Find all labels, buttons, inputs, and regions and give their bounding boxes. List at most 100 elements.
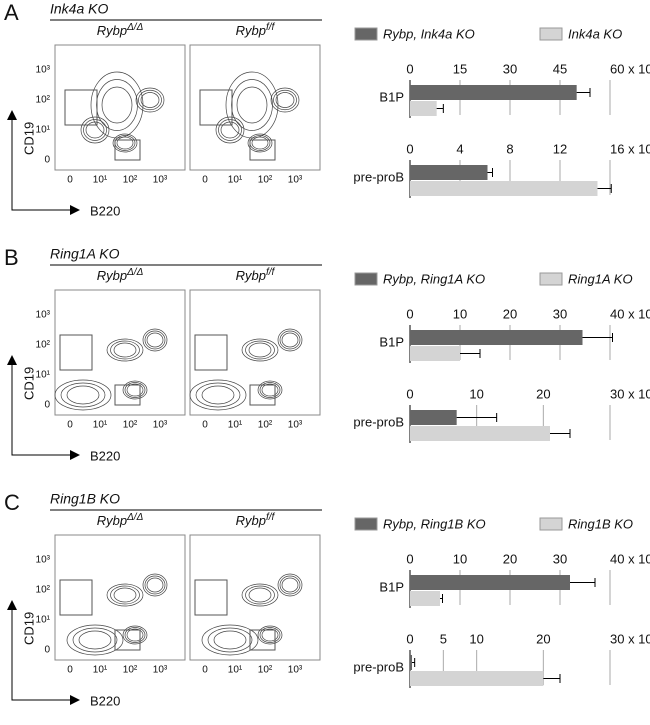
panel-title: Ring1A KO [50,246,120,262]
x-tick-label: 40 x 10³ [610,306,650,321]
contour [114,135,136,151]
category-label: B1P [379,334,404,349]
flow-x-tick: 10¹ [228,665,243,676]
flow-title-base: Rybp [236,23,266,38]
x-tick-label: 15 [453,61,467,76]
contour [66,624,124,656]
flow-x-tick: 10² [258,175,273,186]
flow-x-tick: 10² [123,420,138,431]
x-tick-label: 30 x 10³ [610,386,650,401]
x-tick-label: 30 [553,306,567,321]
category-label: pre-proB [353,169,404,184]
contour [270,87,300,113]
panel-letter: B [4,245,19,270]
bar [410,346,460,361]
bar [410,426,550,441]
category-label: pre-proB [353,659,404,674]
flow-x-tick: 10² [258,420,273,431]
category-label: pre-proB [353,414,404,429]
flow-y-label: CD19 [21,122,36,155]
contour [101,86,133,124]
panel-title: Ring1B KO [50,491,120,507]
legend-label: Rybp, Ring1B KO [383,516,486,531]
contour [126,628,144,642]
error-bar [570,578,596,587]
gate [194,579,228,616]
flow-x-tick: 10¹ [228,420,243,431]
legend-swatch [354,27,378,41]
contour [138,89,162,111]
contour [126,383,144,397]
flow-x-tick: 10³ [288,420,303,431]
panel-title: Ink4a KO [50,1,108,17]
flow-x-tick: 10¹ [228,175,243,186]
arrow-head [7,110,17,120]
flow-title-sup: f/f [266,267,276,278]
x-tick-label: 0 [406,551,413,566]
contour [259,627,281,643]
flow-x-tick: 10³ [153,665,168,676]
flow-title-base: Rybp [97,513,127,528]
contour [146,332,164,348]
contour [144,575,166,595]
flow-x-tick: 10¹ [93,665,108,676]
gate [114,139,141,161]
contour [124,627,146,643]
contour [281,577,299,593]
flow-title: RybpΔ/Δ [97,512,144,529]
x-tick-label: 10 [453,551,467,566]
x-tick-label: 0 [406,306,413,321]
panel-letter: A [4,0,19,25]
contour [201,385,235,405]
bar [410,165,488,180]
contour [247,133,273,153]
legend-swatch [539,27,563,41]
flow-frame [189,289,321,416]
error-bar [597,184,612,193]
flow-frame [54,534,186,661]
flow-x-tick: 10² [258,665,273,676]
error-bar [543,674,561,683]
contour [245,585,275,605]
contour [72,627,118,653]
gate [114,384,141,406]
flow-title-sup: f/f [266,512,276,523]
x-tick-label: 16 x 10³ [610,141,650,156]
legend-label: Rybp, Ring1A KO [383,271,485,286]
category-label: B1P [379,579,404,594]
contour [277,573,303,597]
error-bar [550,429,571,438]
contour [279,330,301,350]
gate [194,334,228,371]
gate [199,89,233,126]
axis-arrow [11,610,70,701]
error-bar [576,88,591,97]
x-tick-label: 4 [456,141,463,156]
error-bar [412,658,416,667]
x-tick-label: 10 [469,631,483,646]
legend-label: Ring1A KO [568,271,633,286]
flow-x-tick: 10¹ [93,175,108,186]
contour [259,382,281,398]
x-tick-label: 10 [453,306,467,321]
contour [78,630,112,650]
axis-arrow [11,120,70,211]
contour [124,382,146,398]
flow-y-tick: 10² [36,95,51,106]
contour [257,625,283,645]
contour [218,119,242,141]
flow-x-tick: 0 [202,665,208,676]
contour [122,380,148,400]
flow-frame [54,289,186,416]
x-tick-label: 30 [553,551,567,566]
contour [116,136,134,150]
gate [64,89,98,126]
arrow-head [70,450,80,460]
contour [195,382,241,408]
contour [261,383,279,397]
flow-y-tick: 0 [44,155,50,166]
contour [207,627,253,653]
flow-x-tick: 0 [202,420,208,431]
bar [410,410,457,425]
axis-arrow [11,365,70,456]
